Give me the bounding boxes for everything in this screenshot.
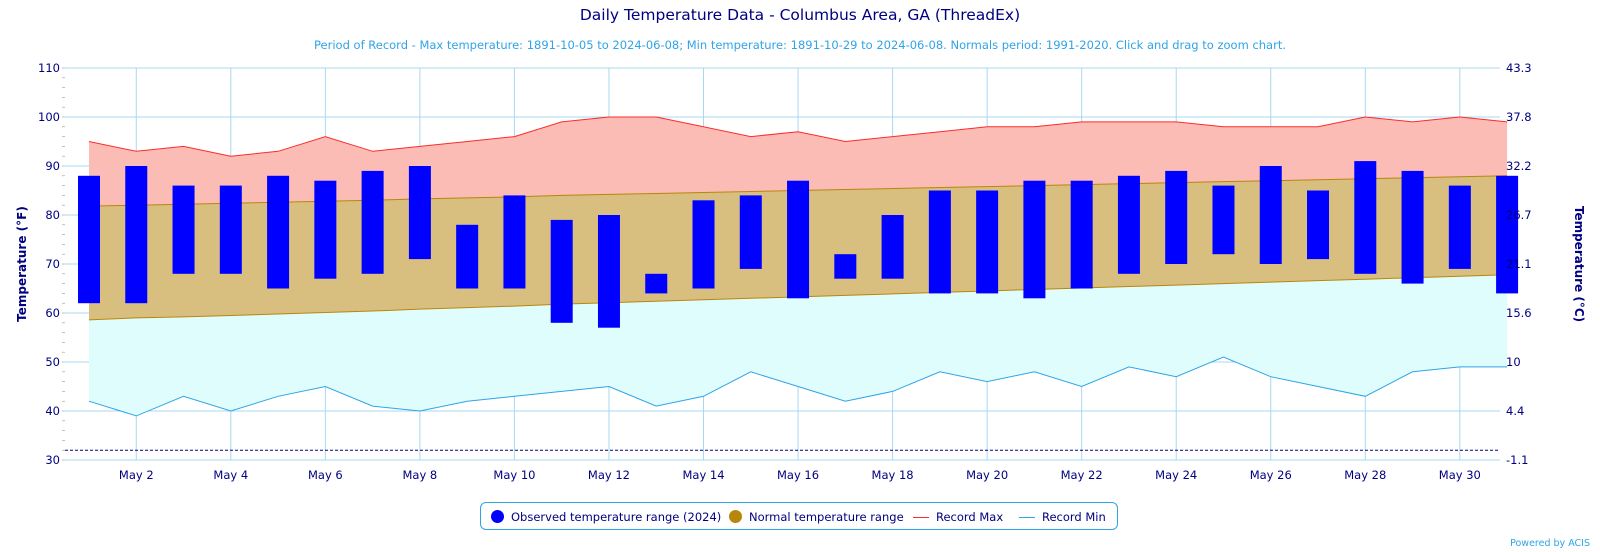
observed-bar <box>550 219 573 323</box>
observed-bar <box>78 175 100 304</box>
observed-bar <box>456 224 479 289</box>
y-tick-label: 60 <box>45 306 60 320</box>
observed-bar <box>1307 190 1330 260</box>
observed-bar <box>125 166 148 304</box>
x-tick-label: May 22 <box>1061 468 1103 482</box>
x-tick-label: May 10 <box>493 468 535 482</box>
observed-bars <box>78 161 1519 328</box>
temperature-chart[interactable]: 30 40 50 60 70 80 90 100 110 -1.1 4.4 10 15.6 21.1 26.… <box>0 0 1600 500</box>
legend-item-record-max[interactable]: Record Max <box>913 503 1003 531</box>
x-tick-label: May 8 <box>403 468 438 482</box>
y2-tick-label: 15.6 <box>1506 306 1532 320</box>
y2-tick-label: -1.1 <box>1506 453 1528 467</box>
observed-bar <box>928 190 951 294</box>
record-max-line-icon <box>913 517 929 518</box>
observed-bar <box>172 185 195 274</box>
chart-subtitle: Period of Record - Max temperature: 1891… <box>314 38 1286 52</box>
observed-bar <box>361 170 384 274</box>
observed-bar <box>1117 175 1140 274</box>
observed-bar <box>881 215 904 279</box>
observed-bar <box>1023 180 1046 299</box>
y-axis-title: Temperature (°F) <box>15 206 29 322</box>
y2-tick-label: 37.8 <box>1506 110 1532 124</box>
legend-observed-label: Observed temperature range (2024) <box>511 510 722 524</box>
y2-tick-label: 26.7 <box>1506 208 1532 222</box>
credit-link[interactable]: Powered by ACIS <box>1510 538 1590 549</box>
legend-item-record-min[interactable]: Record Min <box>1019 503 1106 531</box>
range-areas <box>88 116 1508 417</box>
y-tick-label: 30 <box>45 453 60 467</box>
x-tick-label: May 20 <box>966 468 1008 482</box>
legend-item-normal[interactable]: Normal temperature range <box>729 503 904 531</box>
observed-bar <box>1259 166 1282 264</box>
observed-bar <box>597 215 620 328</box>
observed-bar <box>314 180 337 279</box>
legend-record-max-label: Record Max <box>936 510 1004 524</box>
y2-tick-label: 21.1 <box>1506 257 1532 271</box>
x-tick-label: May 26 <box>1250 468 1292 482</box>
observed-bar <box>834 254 857 279</box>
record-min-line <box>88 356 1508 417</box>
y2-tick-label: 32.2 <box>1506 159 1532 173</box>
observed-dot-icon <box>491 510 504 523</box>
chart-legend: Observed temperature range (2024) Normal… <box>480 502 1118 530</box>
x-tick-label: May 28 <box>1344 468 1386 482</box>
observed-bar <box>1448 185 1471 269</box>
y2-axis-title: Temperature (°C) <box>1572 206 1586 322</box>
observed-bar <box>692 200 715 289</box>
x-tick-label: May 6 <box>308 468 343 482</box>
observed-bar <box>976 190 999 294</box>
y-tick-label: 110 <box>38 61 60 75</box>
normal-dot-icon <box>729 510 742 523</box>
observed-bar <box>1354 161 1377 274</box>
y-tick-label: 70 <box>45 257 60 271</box>
x-tick-label: May 16 <box>777 468 819 482</box>
y-tick-label: 80 <box>45 208 60 222</box>
x-tick-label: May 12 <box>588 468 630 482</box>
legend-item-observed[interactable]: Observed temperature range (2024) <box>491 503 721 531</box>
observed-bar <box>1070 180 1093 289</box>
x-tick-label: May 4 <box>213 468 248 482</box>
y2-tick-label: 43.3 <box>1506 61 1532 75</box>
x-tick-label: May 18 <box>872 468 914 482</box>
observed-bar <box>219 185 242 274</box>
y-tick-label: 40 <box>45 404 60 418</box>
observed-bar <box>267 175 290 289</box>
y2-tick-label: 4.4 <box>1506 404 1524 418</box>
observed-bar <box>645 273 668 294</box>
axes: 30 40 50 60 70 80 90 100 110 -1.1 4.4 10 15.6 21.1 26.… <box>15 61 1586 482</box>
observed-bar <box>408 166 431 260</box>
legend-record-min-label: Record Min <box>1042 510 1106 524</box>
x-tick-label: May 2 <box>119 468 154 482</box>
chart-title: Daily Temperature Data - Columbus Area, … <box>579 6 1021 24</box>
x-tick-label: May 30 <box>1439 468 1481 482</box>
observed-bar <box>739 195 762 269</box>
observed-bar <box>1401 170 1424 284</box>
y2-tick-label: 10 <box>1506 355 1521 369</box>
y-tick-label: 50 <box>45 355 60 369</box>
record-max-line <box>88 116 1508 157</box>
x-tick-label: May 14 <box>682 468 724 482</box>
record-min-band <box>89 274 1508 416</box>
legend-normal-label: Normal temperature range <box>749 510 904 524</box>
observed-bar <box>1212 185 1235 255</box>
observed-bar <box>1165 170 1188 264</box>
x-tick-label: May 24 <box>1155 468 1197 482</box>
y-tick-label: 90 <box>45 159 60 173</box>
record-min-line-icon <box>1019 517 1035 518</box>
record-max-band <box>89 117 1508 207</box>
observed-bar <box>503 195 526 289</box>
y-tick-label: 100 <box>38 110 60 124</box>
observed-bar <box>787 180 810 299</box>
observed-bar <box>1496 175 1519 294</box>
